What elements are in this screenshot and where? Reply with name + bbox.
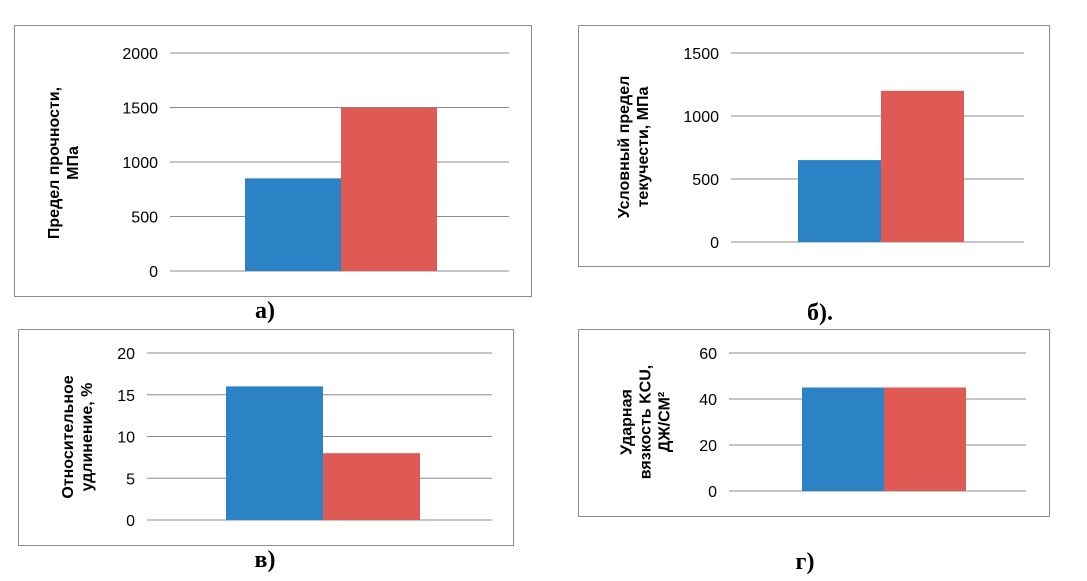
chart-d-ylabel: Ударная вязкость KCU, ДЖ/СМ² <box>618 364 674 480</box>
chart-b-ytick-0: 0 <box>710 235 719 252</box>
chart-c-frame: 0 5 10 15 20 <box>18 329 514 546</box>
chart-d-ytick-1: 20 <box>699 438 717 455</box>
chart-b-bar-1 <box>798 160 881 242</box>
chart-c-ytick-2: 10 <box>117 430 135 447</box>
chart-d-frame: 0 20 40 60 <box>578 329 1050 517</box>
chart-d-bar-1 <box>802 387 884 491</box>
chart-a-ytick-0: 0 <box>149 264 158 281</box>
chart-b-ytick-2: 1000 <box>683 109 719 126</box>
chart-a-ylabel: Предел прочности, МПа <box>46 86 82 240</box>
chart-c-ylabel: Относительное удлинение, % <box>60 375 96 499</box>
chart-a-caption: а) <box>255 298 275 324</box>
chart-a-ytick-2: 1000 <box>122 155 158 172</box>
chart-b-frame: 0 500 1000 1500 <box>578 25 1050 267</box>
chart-a-ytick-4: 2000 <box>122 46 158 63</box>
chart-b-ylabel: Условный предел текучести, МПа <box>616 75 652 219</box>
chart-a-ytick-1: 500 <box>131 210 158 227</box>
chart-c-caption: в) <box>254 547 276 573</box>
chart-a-ytick-3: 1500 <box>122 101 158 118</box>
chart-c-ytick-0: 0 <box>126 513 135 530</box>
chart-c-ytick-4: 20 <box>117 346 135 363</box>
chart-c-bar-2 <box>323 453 420 520</box>
chart-a-bar-1 <box>245 178 341 271</box>
chart-b-bar-2 <box>881 90 964 242</box>
chart-d-caption: г) <box>795 549 815 575</box>
chart-a-bar-2 <box>341 107 437 271</box>
chart-d-ytick-2: 40 <box>699 392 717 409</box>
chart-d-bar-2 <box>884 387 966 491</box>
chart-c-bar-1 <box>226 386 323 520</box>
chart-d-ytick-0: 0 <box>708 484 717 501</box>
chart-c-plot: 0 5 10 15 20 <box>117 346 492 530</box>
chart-c-ytick-1: 5 <box>126 471 135 488</box>
chart-d-ytick-3: 60 <box>699 346 717 363</box>
chart-b-plot: 0 500 1000 1500 <box>683 46 1024 252</box>
chart-b-ytick-3: 1500 <box>683 46 719 63</box>
chart-a-frame: 0 500 1000 1500 2000 <box>14 25 532 297</box>
chart-b-ytick-1: 500 <box>692 172 719 189</box>
chart-c-ytick-3: 15 <box>117 388 135 405</box>
chart-b-caption: б). <box>807 300 833 326</box>
chart-d-plot: 0 20 40 60 <box>699 346 1026 501</box>
chart-a-plot: 0 500 1000 1500 2000 <box>122 46 509 281</box>
